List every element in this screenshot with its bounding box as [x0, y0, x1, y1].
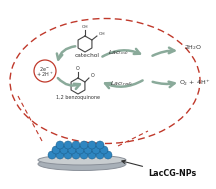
Text: 2H$_2$O: 2H$_2$O	[184, 43, 202, 52]
Circle shape	[80, 141, 88, 149]
Circle shape	[80, 151, 88, 159]
Text: LacCG-NPs: LacCG-NPs	[122, 160, 196, 178]
Circle shape	[76, 146, 84, 154]
Text: + 2H$^+$: + 2H$^+$	[36, 70, 54, 79]
Text: Lac$_{(ox)}$: Lac$_{(ox)}$	[108, 49, 130, 57]
Circle shape	[92, 146, 100, 154]
Circle shape	[72, 141, 80, 149]
Text: O$_2$ + 4H$^+$: O$_2$ + 4H$^+$	[179, 78, 211, 88]
Text: OH: OH	[99, 32, 106, 36]
Circle shape	[96, 151, 104, 159]
Circle shape	[34, 60, 56, 82]
Text: 2e$^-$: 2e$^-$	[39, 65, 51, 73]
Text: 1,2 benzoquinone: 1,2 benzoquinone	[56, 95, 100, 100]
Text: OH: OH	[82, 25, 88, 29]
Text: O: O	[76, 66, 80, 71]
Circle shape	[48, 151, 56, 159]
Circle shape	[100, 146, 108, 154]
Circle shape	[60, 146, 68, 154]
Circle shape	[72, 151, 80, 159]
Circle shape	[96, 141, 104, 149]
Circle shape	[88, 151, 96, 159]
Circle shape	[104, 151, 112, 159]
Circle shape	[64, 141, 72, 149]
Text: O: O	[91, 73, 95, 78]
Circle shape	[84, 146, 92, 154]
Circle shape	[88, 141, 96, 149]
Circle shape	[64, 151, 72, 159]
Text: catechol: catechol	[75, 53, 100, 58]
Text: Lac$_{(red)}$: Lac$_{(red)}$	[110, 80, 133, 88]
Circle shape	[56, 141, 64, 149]
Ellipse shape	[38, 157, 126, 170]
Circle shape	[52, 146, 60, 154]
Circle shape	[56, 151, 64, 159]
Ellipse shape	[38, 155, 126, 165]
Circle shape	[68, 146, 76, 154]
